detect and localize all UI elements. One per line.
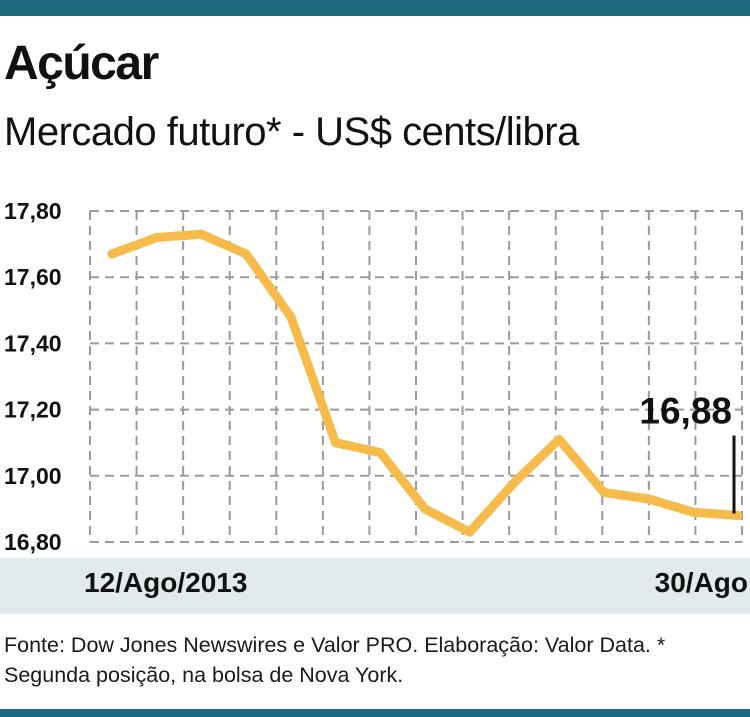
data-point [465, 527, 475, 537]
y-axis-ticks: 16,80 17,00 17,20 17,40 17,60 17,80 [4, 198, 62, 555]
y-tick-label: 17,60 [4, 264, 62, 290]
y-tick-label: 17,80 [4, 198, 62, 224]
y-tick-label: 17,40 [4, 330, 62, 356]
data-point [241, 249, 251, 259]
data-point [196, 229, 206, 239]
series-layer [107, 229, 743, 537]
data-point [688, 507, 698, 517]
data-point [509, 477, 519, 487]
data-point [331, 438, 341, 448]
data-point [733, 511, 743, 521]
data-point [286, 312, 296, 322]
bottom-accent-bar [0, 709, 750, 717]
data-point [420, 504, 430, 514]
source-note: Fonte: Dow Jones Newswires e Valor PRO. … [4, 633, 666, 687]
last-value-label: 16,88 [639, 391, 732, 432]
x-axis-start-label: 12/Ago/2013 [84, 567, 248, 598]
y-tick-label: 17,20 [4, 397, 62, 423]
x-axis-band [0, 558, 750, 614]
y-tick-label: 16,80 [4, 529, 62, 555]
chart-subtitle: Mercado futuro* - US$ cents/libra [4, 110, 579, 154]
data-point [375, 448, 385, 458]
data-point [554, 434, 564, 444]
line-chart: 16,80 17,00 17,20 17,40 17,60 17,80 16,88 [4, 198, 743, 555]
data-point [152, 232, 162, 242]
x-axis-end-label: 30/Ago [654, 567, 748, 598]
top-accent-bar [0, 0, 750, 16]
data-point [107, 249, 117, 259]
series-line [107, 229, 743, 537]
y-tick-label: 17,00 [4, 463, 62, 489]
chart-title: Açúcar [4, 37, 159, 90]
data-point [599, 487, 609, 497]
data-point [644, 494, 654, 504]
annotation-layer: 16,88 [639, 391, 736, 514]
